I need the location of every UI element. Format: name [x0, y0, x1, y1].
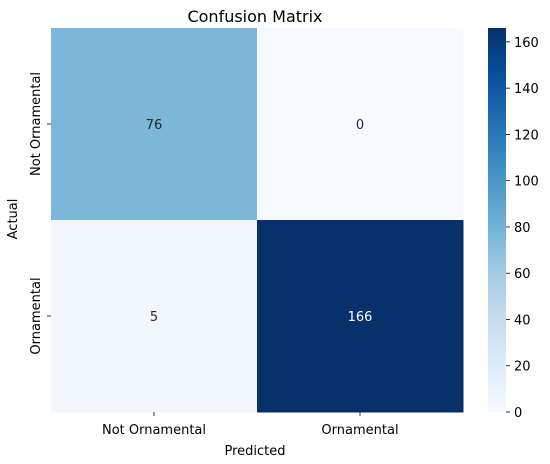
- cell-value-label: 76: [146, 118, 163, 133]
- colorbar-tick-label: 60: [514, 267, 531, 282]
- y-axis-label: Actual: [6, 199, 21, 240]
- x-axis-label: Predicted: [224, 444, 285, 459]
- colorbar-tick-label: 40: [514, 313, 531, 328]
- heatmap-cells: [51, 28, 464, 413]
- colorbar-tick-label: 120: [514, 128, 539, 143]
- colorbar-tick-label: 140: [514, 82, 539, 97]
- colorbar-tick-label: 0: [514, 406, 522, 421]
- colorbar-tick-label: 160: [514, 36, 539, 51]
- chart-title: Confusion Matrix: [187, 7, 322, 26]
- x-tick-label: Not Ornamental: [102, 423, 206, 438]
- heatmap-cell-r0-c1: [257, 28, 464, 221]
- colorbar-tick-label: 20: [514, 360, 531, 375]
- x-axis-ticks: Not Ornamental Ornamental: [102, 412, 399, 438]
- y-tick-label: Ornamental: [29, 277, 44, 354]
- cell-value-label: 166: [348, 310, 373, 325]
- cell-value-label: 5: [150, 310, 158, 325]
- heatmap-cell-r0-c0: [51, 28, 258, 221]
- y-tick-label: Not Ornamental: [29, 72, 44, 176]
- y-axis-ticks: Not Ornamental Ornamental: [29, 72, 51, 355]
- cell-value-labels: 76 0 5 166: [146, 118, 373, 325]
- heatmap-cell-r1-c1: [257, 220, 464, 413]
- colorbar: [488, 28, 506, 412]
- x-tick-label: Ornamental: [321, 423, 398, 438]
- colorbar-ticks: 0 20 40 60 80 100 120 140 160: [506, 36, 539, 421]
- colorbar-tick-label: 80: [514, 221, 531, 236]
- cell-value-label: 0: [356, 118, 364, 133]
- heatmap-cell-r1-c0: [51, 220, 258, 413]
- colorbar-tick-label: 100: [514, 175, 539, 190]
